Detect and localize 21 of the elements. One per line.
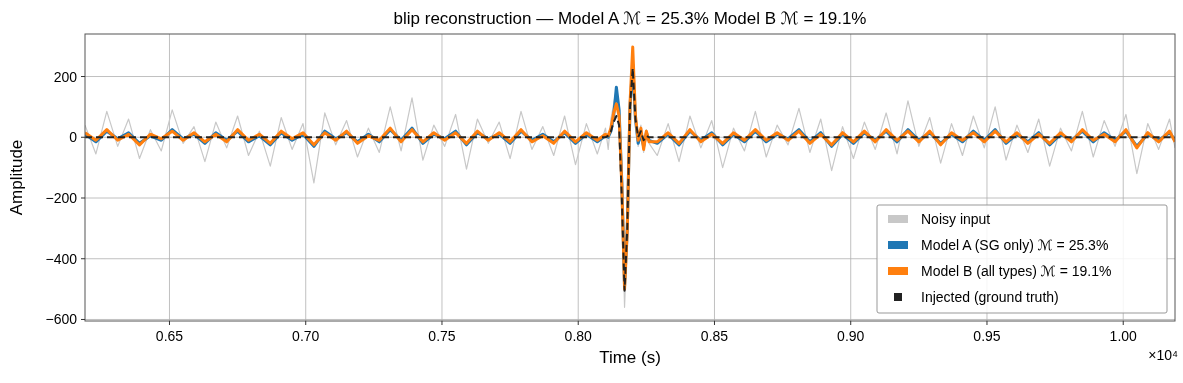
y-tick-label: 0	[69, 129, 78, 146]
y-tick-label: −400	[45, 250, 78, 267]
x-tick-label: 0.95	[973, 328, 1001, 344]
x-tick-label: 1.00	[1109, 328, 1138, 344]
x-tick-label: 0.80	[564, 328, 593, 344]
x-tick-label: 0.90	[837, 328, 865, 344]
y-tick-label: 200	[53, 68, 78, 85]
y-tick-label: −200	[45, 190, 78, 206]
legend-label: Model B (all types) ℳ = 19.1%	[921, 263, 1112, 279]
x-tick-label: 0.70	[292, 328, 320, 344]
x-tick-label: 0.75	[428, 328, 456, 344]
y-axis-title: Amplitude	[7, 139, 26, 216]
legend-label: Injected (ground truth)	[921, 289, 1059, 305]
y-tick-label: −600	[45, 311, 78, 328]
legend-label: Model A (SG only) ℳ = 25.3%	[921, 237, 1109, 253]
x-tick-label: 0.65	[155, 328, 184, 344]
text: ×10⁴	[1148, 347, 1178, 363]
chart-title: blip reconstruction — Model A ℳ = 25.3% Model B ℳ = 19.1%	[393, 9, 867, 28]
x-axis-title: Time (s)	[599, 348, 661, 367]
x-tick-label: 0.85	[700, 328, 729, 344]
legend-label: Noisy input	[921, 211, 991, 227]
